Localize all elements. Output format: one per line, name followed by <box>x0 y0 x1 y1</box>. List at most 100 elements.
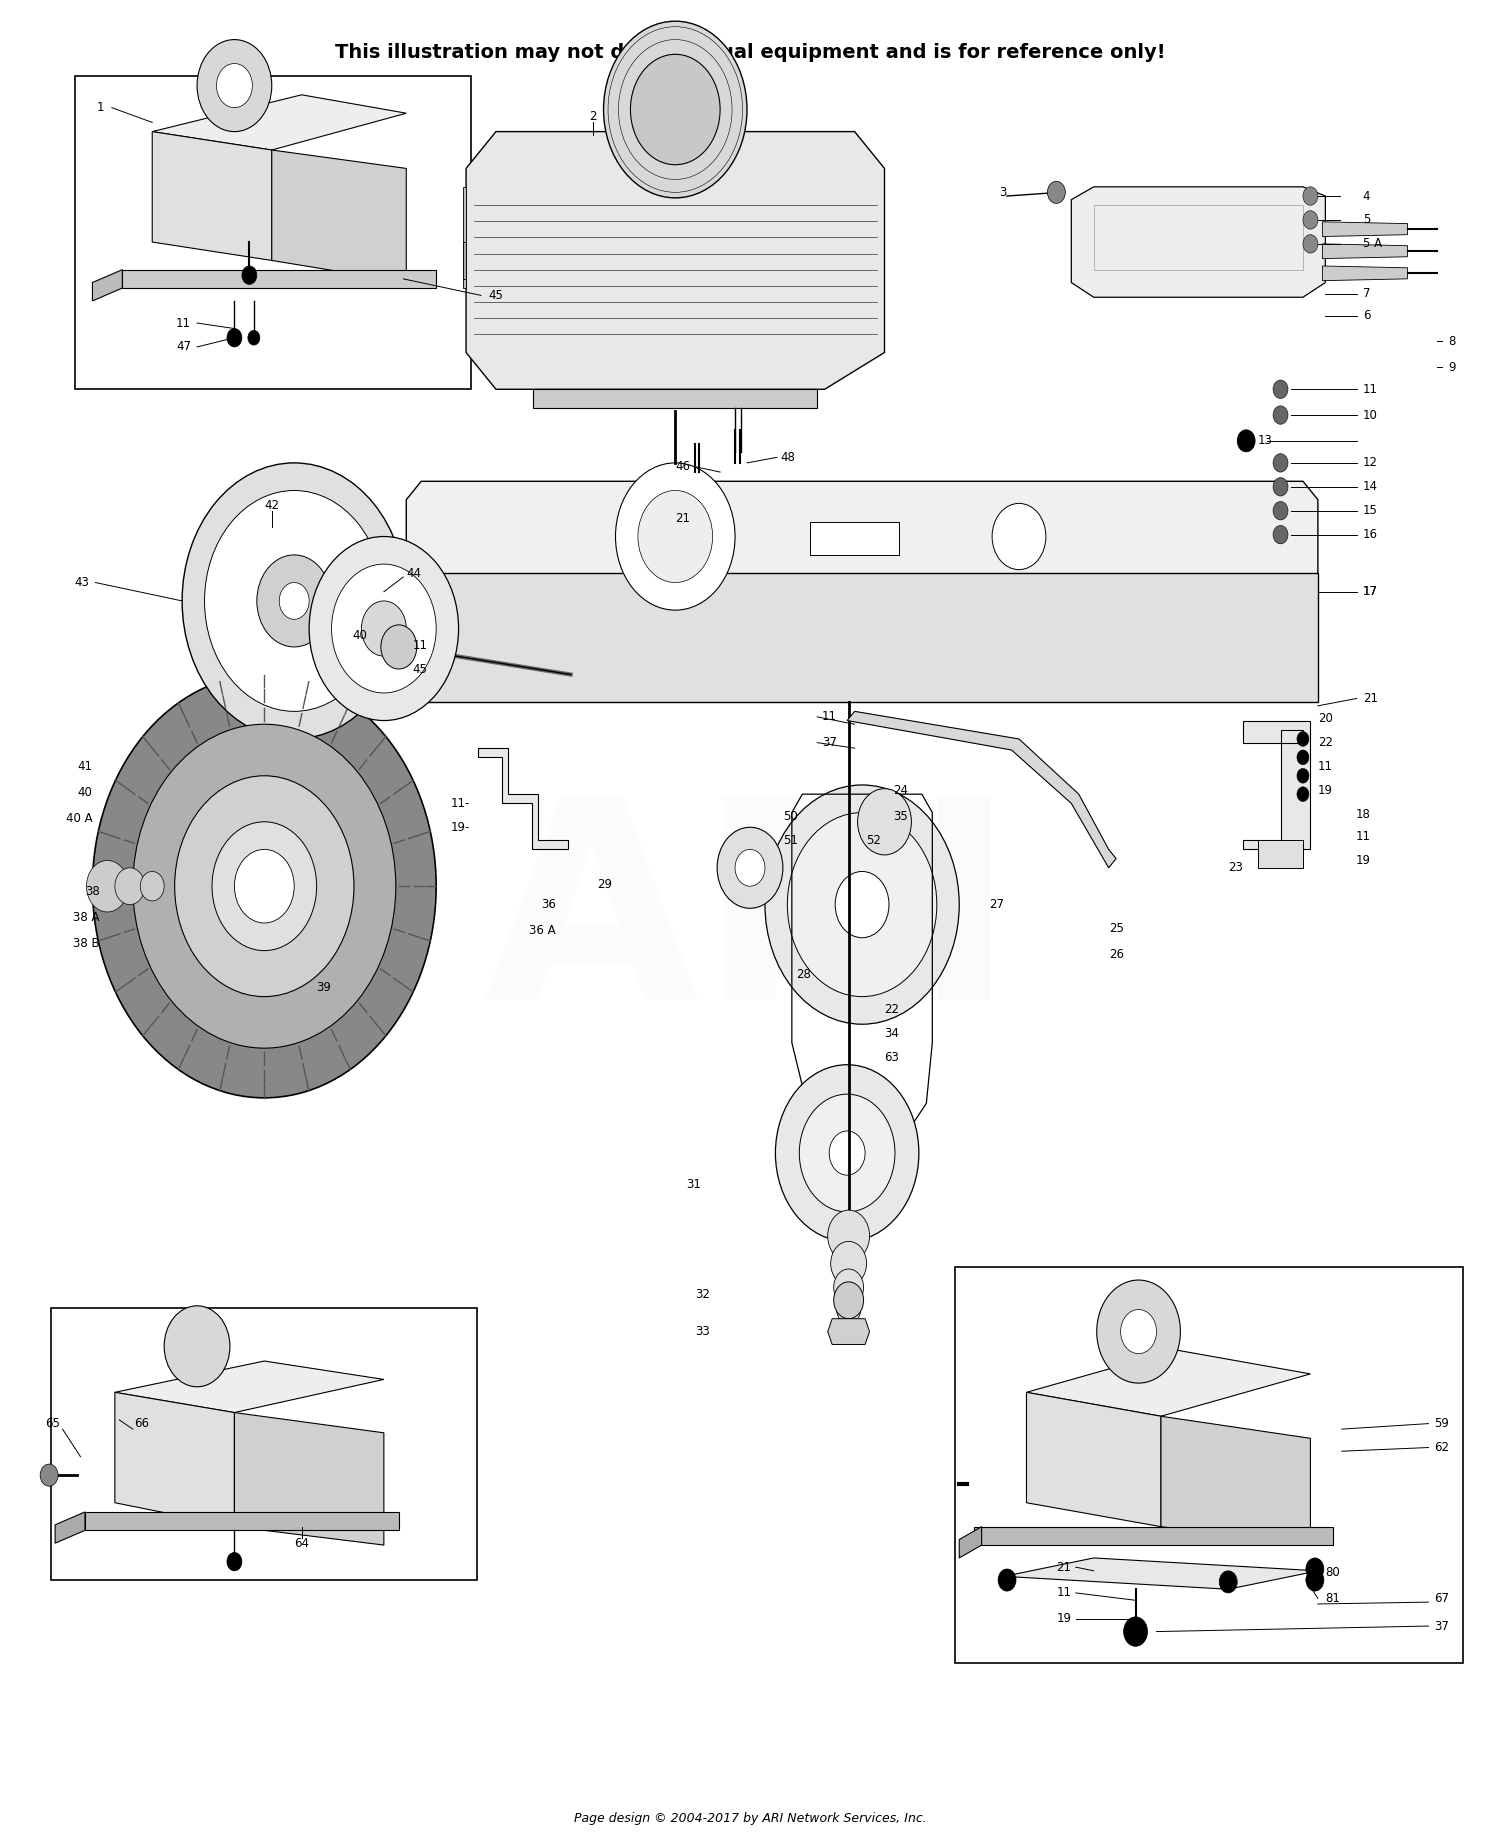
Text: 25: 25 <box>1108 921 1124 936</box>
Circle shape <box>1298 768 1310 783</box>
Text: 11: 11 <box>1056 1586 1071 1599</box>
Bar <box>75 76 471 390</box>
Circle shape <box>216 63 252 107</box>
Polygon shape <box>152 94 406 150</box>
Text: 59: 59 <box>1434 1418 1449 1431</box>
Text: 22: 22 <box>885 1002 900 1015</box>
Circle shape <box>141 871 164 901</box>
Circle shape <box>248 330 259 345</box>
Text: 19: 19 <box>1318 785 1334 797</box>
Text: 19-: 19- <box>452 821 471 834</box>
Text: 31: 31 <box>686 1178 700 1191</box>
Polygon shape <box>974 1527 1334 1545</box>
Polygon shape <box>1026 1349 1311 1416</box>
Circle shape <box>182 463 406 738</box>
Text: 17: 17 <box>1362 585 1377 598</box>
Text: 51: 51 <box>783 834 798 847</box>
Polygon shape <box>1244 720 1311 849</box>
Text: 37: 37 <box>822 737 837 749</box>
Circle shape <box>837 1294 861 1324</box>
Text: 7: 7 <box>1362 288 1370 301</box>
Circle shape <box>1124 1617 1148 1647</box>
Text: 21: 21 <box>1362 692 1377 705</box>
Text: 22: 22 <box>1318 737 1334 749</box>
Circle shape <box>1298 731 1310 746</box>
Text: 15: 15 <box>1362 504 1377 517</box>
Circle shape <box>332 565 436 692</box>
Text: 44: 44 <box>406 567 422 580</box>
Circle shape <box>381 624 417 668</box>
Text: 38 B: 38 B <box>74 936 100 949</box>
Text: 5: 5 <box>1362 214 1370 227</box>
Text: 36 A: 36 A <box>530 923 555 938</box>
Text: 32: 32 <box>694 1289 709 1301</box>
Text: 66: 66 <box>135 1418 150 1431</box>
Text: ARI: ARI <box>484 788 1016 1058</box>
Polygon shape <box>1323 266 1407 281</box>
Circle shape <box>309 537 459 720</box>
Text: 40: 40 <box>352 629 368 642</box>
Circle shape <box>242 266 256 284</box>
Circle shape <box>717 827 783 908</box>
Circle shape <box>1274 526 1288 545</box>
Text: 20: 20 <box>1318 713 1334 725</box>
Polygon shape <box>406 482 1318 593</box>
Text: 11-: 11- <box>452 797 471 810</box>
Circle shape <box>93 674 436 1098</box>
Bar <box>51 1307 477 1580</box>
Circle shape <box>116 868 144 905</box>
Text: 11: 11 <box>1356 831 1371 844</box>
Text: 14: 14 <box>1362 480 1377 493</box>
Circle shape <box>134 724 396 1049</box>
Text: 10: 10 <box>1362 408 1377 421</box>
Circle shape <box>800 1095 895 1213</box>
Circle shape <box>1304 234 1318 253</box>
Text: 21: 21 <box>675 511 690 524</box>
Text: 52: 52 <box>867 834 882 847</box>
Circle shape <box>630 54 720 164</box>
Text: 19: 19 <box>1356 855 1371 868</box>
Circle shape <box>1096 1279 1180 1383</box>
Text: 65: 65 <box>45 1418 60 1431</box>
Polygon shape <box>116 1361 384 1412</box>
Text: 11: 11 <box>413 639 428 652</box>
Polygon shape <box>958 1527 981 1558</box>
Text: 40: 40 <box>78 786 93 799</box>
Circle shape <box>279 583 309 618</box>
Circle shape <box>858 788 912 855</box>
Polygon shape <box>406 574 1318 701</box>
Circle shape <box>87 860 129 912</box>
Text: 81: 81 <box>1326 1591 1340 1604</box>
Circle shape <box>615 463 735 611</box>
Circle shape <box>776 1065 920 1241</box>
Circle shape <box>998 1569 1016 1591</box>
Circle shape <box>256 556 332 646</box>
Circle shape <box>788 812 938 997</box>
Circle shape <box>1274 478 1288 497</box>
Text: 11: 11 <box>1318 761 1334 773</box>
Text: 16: 16 <box>1362 528 1377 541</box>
Text: 45: 45 <box>489 290 504 303</box>
Text: 80: 80 <box>1326 1565 1340 1578</box>
Text: 26: 26 <box>1108 947 1124 960</box>
Circle shape <box>1047 181 1065 203</box>
Text: 2: 2 <box>590 111 597 124</box>
Text: 21: 21 <box>1056 1560 1071 1573</box>
Text: 12: 12 <box>1362 456 1377 469</box>
Text: 45: 45 <box>413 663 428 676</box>
Circle shape <box>226 1552 242 1571</box>
Circle shape <box>1120 1309 1156 1353</box>
Text: 19: 19 <box>1056 1612 1071 1624</box>
Text: 8: 8 <box>1448 334 1455 347</box>
Polygon shape <box>1258 840 1304 868</box>
Text: 37: 37 <box>1434 1619 1449 1632</box>
Text: 50: 50 <box>783 810 798 823</box>
Text: 42: 42 <box>264 498 279 511</box>
Circle shape <box>992 504 1045 570</box>
Circle shape <box>362 602 407 655</box>
Polygon shape <box>86 1512 399 1530</box>
Polygon shape <box>810 522 900 556</box>
Circle shape <box>1220 1571 1238 1593</box>
Polygon shape <box>534 390 818 408</box>
Polygon shape <box>234 1412 384 1545</box>
